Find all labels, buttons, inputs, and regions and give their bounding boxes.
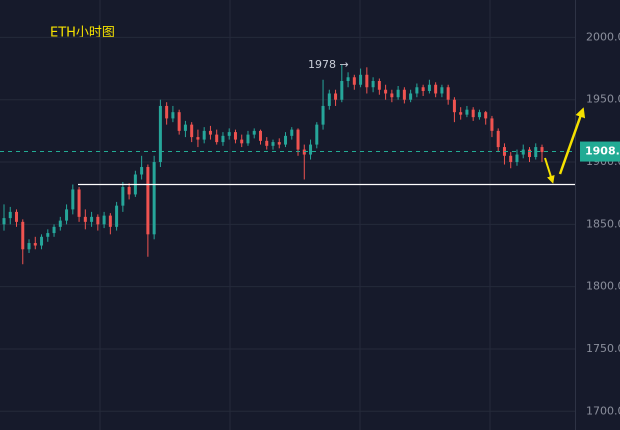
candle-body (477, 112, 481, 118)
candle-body (2, 218, 6, 225)
candle-body (384, 89, 388, 94)
candle-body (484, 112, 488, 119)
candle-body (371, 81, 375, 88)
candle-body (171, 112, 175, 119)
candle-body (90, 216, 94, 222)
candle-body (409, 93, 413, 100)
candle-body (352, 77, 356, 85)
y-tick-label: 2000.0 (586, 30, 620, 43)
arrow-down (544, 157, 555, 184)
candle-body (515, 154, 519, 163)
candle-body (102, 215, 106, 225)
candle-body (534, 147, 538, 158)
y-tick-label: 1800.0 (586, 280, 620, 293)
candle-body (421, 87, 425, 91)
candle-body (321, 105, 325, 125)
arrow-up (558, 107, 586, 175)
candle-body (446, 87, 450, 100)
candle-body (415, 87, 419, 94)
candle-body (459, 112, 463, 115)
candle-body (396, 89, 400, 98)
candle-body (359, 74, 363, 85)
candle-body (365, 74, 369, 88)
candle-body (490, 118, 494, 131)
candle-body (121, 186, 125, 206)
y-tick-label: 1850.0 (586, 217, 620, 230)
candle-body (15, 211, 19, 222)
candle-body (208, 130, 212, 135)
candle-body (96, 216, 100, 225)
candle-body (284, 135, 288, 145)
peak-annotation: 1978 → (308, 58, 349, 71)
candle-body (509, 155, 513, 163)
candle-body (258, 130, 262, 141)
candle-body (83, 216, 87, 222)
candle-body (240, 139, 244, 144)
candle-body (52, 226, 56, 234)
candle-body (290, 129, 294, 136)
candle-body (334, 93, 338, 100)
candle-body (402, 89, 406, 100)
candle-body (340, 81, 344, 100)
candle-body (33, 243, 37, 246)
candle-body (252, 130, 256, 135)
candle-body (540, 147, 544, 153)
candle-body (152, 162, 156, 235)
candle-body (8, 211, 12, 219)
candle-body (183, 124, 187, 131)
last-price-label: 1908.4 (585, 145, 620, 158)
candle-body (202, 130, 206, 140)
candle-body (108, 215, 112, 227)
candle-body (27, 243, 31, 250)
candle-body (315, 124, 319, 145)
candle-body (196, 137, 200, 140)
candle-body (140, 167, 144, 175)
candle-body (165, 105, 169, 119)
candle-body (46, 233, 50, 237)
candle-body (65, 209, 69, 221)
y-tick-label: 1950.0 (586, 93, 620, 106)
candle-body (427, 84, 431, 91)
candle-body (271, 142, 275, 146)
y-tick-label: 1700.0 (586, 404, 620, 417)
candle-body (77, 189, 81, 217)
candle-body (440, 87, 444, 94)
candle-body (327, 93, 331, 106)
candle-body (21, 221, 25, 250)
candle-body (71, 189, 75, 210)
candle-body (496, 130, 500, 148)
candle-body (309, 144, 313, 155)
last-price-box (580, 141, 620, 162)
candle-body (233, 132, 237, 140)
candle-body (390, 93, 394, 98)
y-tick-label: 1750.0 (586, 342, 620, 355)
candle-body (40, 236, 44, 246)
candle-body (246, 134, 250, 144)
candle-body (146, 167, 150, 235)
candle-body (296, 129, 300, 150)
candle-body (265, 140, 269, 146)
candle-body (527, 149, 531, 158)
candle-body (221, 135, 225, 143)
chart-title: ETH小时图 (50, 26, 115, 41)
candle-body (127, 186, 131, 195)
candle-body (115, 205, 119, 227)
candle-body (227, 132, 231, 136)
candle-body (434, 84, 438, 94)
candle-body (215, 134, 219, 143)
candle-body (58, 220, 62, 227)
candle-body (377, 81, 381, 90)
candle-body (158, 105, 162, 163)
v-grid (99, 0, 491, 430)
candle-body (471, 109, 475, 118)
candle-body (465, 109, 469, 115)
candle-body (190, 124, 194, 138)
candle-body (346, 77, 350, 82)
candle-body (277, 142, 281, 145)
candle-body (452, 99, 456, 113)
candle-body (177, 112, 181, 131)
